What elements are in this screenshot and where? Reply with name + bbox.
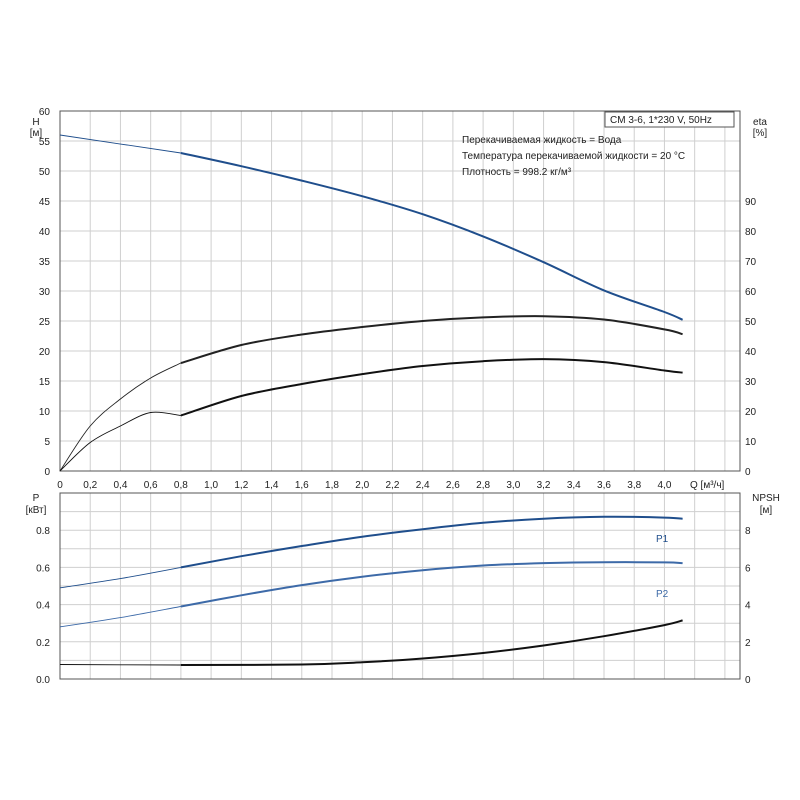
top-panel-series — [59, 134, 684, 472]
temperature-label: Температура перекачиваемой жидкости = 20… — [462, 151, 685, 162]
p-axis-unit: [кВт] — [26, 505, 47, 516]
top-panel-grid — [59, 110, 740, 472]
h-tick-label: 20 — [39, 347, 51, 358]
h-tick-label: 55 — [39, 137, 51, 148]
x-tick-label: 1,6 — [295, 480, 309, 491]
eta-tick-label: 40 — [745, 347, 757, 358]
h-tick-label: 30 — [39, 287, 51, 298]
top-series-2-line — [180, 358, 683, 417]
eta-axis-label: eta — [753, 117, 767, 128]
x-tick-label: 3,2 — [537, 480, 551, 491]
x-tick-label: 1,4 — [265, 480, 279, 491]
x-tick-label: 1,0 — [204, 480, 218, 491]
h-tick-label: 5 — [44, 437, 50, 448]
eta-tick-label: 80 — [745, 227, 757, 238]
h-axis-unit: [м] — [30, 128, 43, 139]
eta-tick-label: 60 — [745, 287, 757, 298]
tick-labels: 0 0,2 0,4 0,6 0,8 1,0 1,2 1,4 1,6 1,8 2,0 2,2 2,4 2,6… — [36, 107, 756, 686]
x-tick-label: 3,4 — [567, 480, 581, 491]
top-series-1-thin — [59, 362, 182, 472]
eta-axis-unit: [%] — [753, 128, 768, 139]
h-tick-label: 0 — [44, 467, 50, 478]
x-tick-label: 3,8 — [627, 480, 641, 491]
x-tick-label: 3,0 — [506, 480, 520, 491]
x-tick-label: 4,0 — [657, 480, 671, 491]
top-series-0-line — [180, 152, 684, 321]
top-series-0-thin — [59, 134, 181, 154]
h-tick-label: 25 — [39, 317, 51, 328]
h-tick-label: 35 — [39, 257, 51, 268]
series-label-p1: P1 — [656, 534, 669, 545]
npsh-tick-label: 6 — [745, 563, 751, 574]
model-box — [604, 111, 735, 128]
x-tick-label: 0,8 — [174, 480, 188, 491]
bottom-series-0-line — [180, 515, 683, 569]
top-series-2-thin — [59, 411, 181, 472]
h-tick-label: 60 — [39, 107, 51, 118]
npsh-axis-label: NPSH — [752, 493, 780, 504]
bottom-series-1-line — [180, 561, 683, 608]
density-label: Плотность = 998.2 кг/м³ — [462, 167, 572, 178]
bottom-series-1-thin — [59, 606, 181, 628]
eta-tick-label: 30 — [745, 377, 757, 388]
bottom-panel-grid — [59, 492, 740, 680]
x-tick-label: 2,4 — [416, 480, 430, 491]
h-tick-label: 45 — [39, 197, 51, 208]
x-tick-label: 1,8 — [325, 480, 339, 491]
x-tick-label: 0,2 — [83, 480, 97, 491]
npsh-axis-unit: [м] — [760, 505, 773, 516]
p-tick-label: 0.2 — [36, 638, 50, 649]
top-series-1-line — [180, 315, 683, 364]
x-tick-label: 2,6 — [446, 480, 460, 491]
bottom-series-0-thin — [59, 566, 181, 589]
npsh-tick-label: 0 — [745, 675, 751, 686]
x-tick-label: 2,2 — [385, 480, 399, 491]
p-axis-label: P — [33, 493, 40, 504]
h-axis-label: H — [32, 117, 39, 128]
x-tick-label: 2,8 — [476, 480, 490, 491]
eta-tick-label: 90 — [745, 197, 757, 208]
x-tick-label: 0,6 — [144, 480, 158, 491]
x-tick-label: 3,6 — [597, 480, 611, 491]
npsh-tick-label: 4 — [745, 601, 751, 612]
q-axis-label: Q [м³/ч] — [690, 480, 725, 491]
eta-tick-label: 70 — [745, 257, 757, 268]
npsh-tick-label: 2 — [745, 638, 751, 649]
bottom-series-2-line — [180, 619, 683, 666]
model-label: CM 3-6, 1*230 V, 50Hz — [610, 115, 712, 126]
eta-tick-label: 20 — [745, 407, 757, 418]
bottom-panel-frame — [59, 492, 741, 680]
p-tick-label: 0.0 — [36, 675, 50, 686]
h-tick-label: 10 — [39, 407, 51, 418]
x-tick-label: 2,0 — [355, 480, 369, 491]
h-tick-label: 50 — [39, 167, 51, 178]
x-tick-label: 0,4 — [113, 480, 127, 491]
bottom-panel-series — [59, 515, 683, 666]
h-tick-label: 40 — [39, 227, 51, 238]
x-tick-label: 1,2 — [234, 480, 248, 491]
eta-tick-label: 0 — [745, 467, 751, 478]
p-tick-label: 0.6 — [36, 563, 50, 574]
liquid-label: Перекачиваемая жидкость = Вода — [462, 135, 622, 146]
p-tick-label: 0.8 — [36, 526, 50, 537]
eta-tick-label: 10 — [745, 437, 757, 448]
eta-tick-label: 50 — [745, 317, 757, 328]
x-tick-label: 0 — [57, 480, 63, 491]
top-panel-frame — [59, 110, 741, 472]
p-tick-label: 0.4 — [36, 601, 50, 612]
npsh-tick-label: 8 — [745, 526, 751, 537]
series-label-p2: P2 — [656, 589, 669, 600]
h-tick-label: 15 — [39, 377, 51, 388]
bottom-series-2-thin — [59, 664, 181, 666]
